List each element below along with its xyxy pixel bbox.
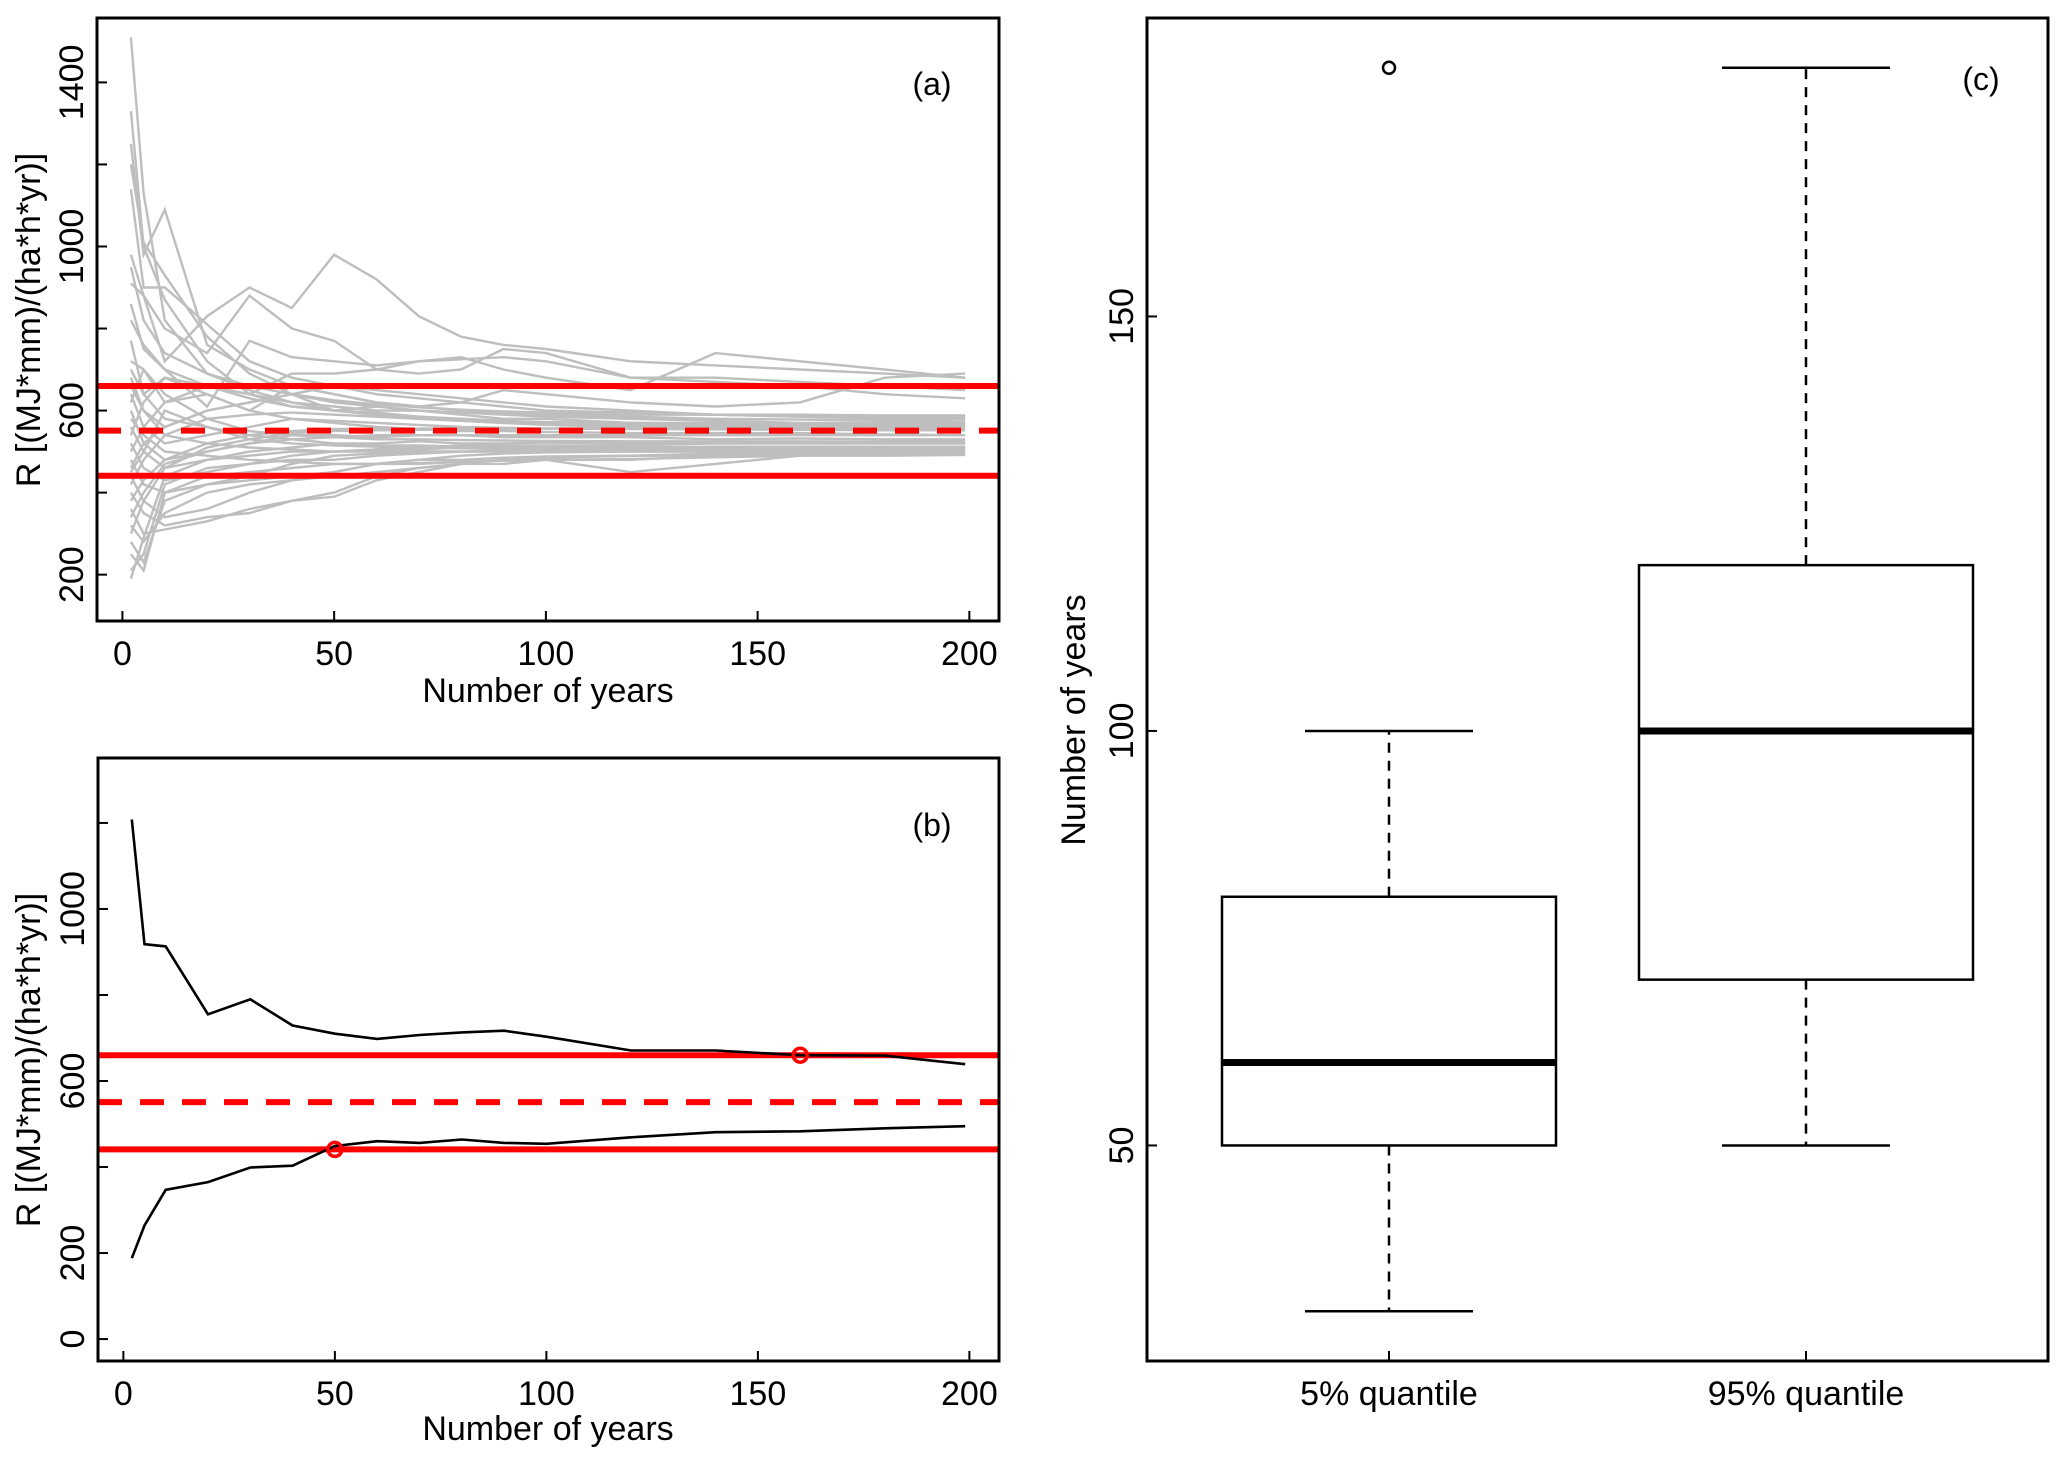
- panel-c-x-axis: 5% quantile 95% quantile: [1300, 1351, 1904, 1413]
- panel-a-series-line: [129, 452, 966, 544]
- outlier-point: [1381, 60, 1397, 75]
- panel-a-sample-lines: [129, 37, 966, 580]
- panel-a-x-tick-label: 100: [518, 635, 575, 673]
- panel-b-x-tick-label: 100: [518, 1375, 575, 1413]
- panel-b-x-tick-label: 200: [941, 1375, 998, 1413]
- panel-b-frame: [96, 756, 1001, 1363]
- panel-a-y-tick-label: 600: [53, 382, 91, 439]
- panel-a-series-line: [129, 434, 966, 518]
- panel-a: 0 50 100 150 200 200 600 1000 1400 (a) Number o…: [10, 16, 1001, 710]
- boxplot-q95: [1637, 66, 1975, 1147]
- panel-a-series-line: [129, 368, 966, 449]
- panel-b-y-tick-label: 200: [54, 1225, 92, 1282]
- panel-c-label: (c): [1962, 61, 1999, 97]
- panel-c-y-tick-label: 150: [1103, 288, 1141, 345]
- panel-b-y-tick-label: 600: [54, 1053, 92, 1110]
- panel-b-upper-envelope-line: [130, 819, 966, 1066]
- panel-a-label: (a): [912, 66, 951, 102]
- panel-a-y-tick-label: 200: [53, 546, 91, 603]
- panel-c-x-tick-label: 5% quantile: [1300, 1375, 1478, 1413]
- iqr-box: [1637, 563, 1975, 981]
- panel-b-y-tick-label: 0: [54, 1330, 92, 1349]
- panel-a-x-tick-label: 50: [315, 635, 353, 673]
- panel-b-y-tick-label: 1000: [54, 871, 92, 947]
- panel-b-envelope-lines: [130, 819, 966, 1259]
- panel-a-frame: [95, 16, 1001, 623]
- panel-a-series-line: [129, 319, 966, 427]
- panel-b-x-axis: 0 50 100 150 200: [114, 1351, 998, 1413]
- panel-a-y-title: R [(MJ*mm)/(ha*h*yr)]: [10, 153, 48, 487]
- panel-a-series-line: [129, 452, 966, 535]
- panel-a-y-tick-label: 1400: [53, 45, 91, 121]
- panel-c-y-tick-label: 100: [1103, 703, 1141, 760]
- panel-b-x-title: Number of years: [422, 1410, 673, 1448]
- panel-c: 5% quantile 95% quantile 50 100 150 (c) Num…: [1055, 16, 2050, 1413]
- panel-b-x-tick-label: 0: [114, 1375, 133, 1413]
- panel-b-markers: [326, 1046, 809, 1159]
- panel-a-reference-lines: [97, 382, 999, 479]
- panel-a-x-tick-label: 0: [113, 635, 132, 673]
- panel-a-x-axis: 0 50 100 150 200: [113, 611, 998, 673]
- panel-c-y-title: Number of years: [1055, 594, 1093, 845]
- panel-b-y-axis: 0 200 600 1000: [54, 821, 108, 1349]
- panel-a-series-line: [129, 385, 966, 453]
- panel-a-series-line: [129, 367, 966, 443]
- panel-c-y-tick-label: 50: [1103, 1127, 1141, 1165]
- panel-a-series-line: [129, 451, 966, 574]
- panel-a-series-line: [129, 143, 966, 424]
- panel-a-series-line: [129, 446, 966, 572]
- panel-a-y-axis: 200 600 1000 1400: [53, 45, 107, 603]
- panel-a-x-tick-label: 200: [941, 635, 998, 673]
- panel-a-series-line: [129, 253, 966, 379]
- panel-c-frame: [1145, 16, 2050, 1363]
- panel-b-crossing-upper-marker: [791, 1046, 809, 1064]
- panel-b-reference-lines: [98, 1052, 999, 1153]
- panel-b-y-title: R [(MJ*mm)/(ha*h*yr)]: [10, 893, 48, 1227]
- panel-a-series-line: [129, 409, 966, 473]
- panel-b: 0 50 100 150 200 0 200 600 1000 (b) Number of y…: [10, 756, 1001, 1448]
- panel-b-label: (b): [912, 807, 951, 843]
- panel-b-x-tick-label: 150: [730, 1375, 787, 1413]
- panel-b-x-tick-label: 50: [316, 1375, 354, 1413]
- boxplot-q05: [1220, 60, 1558, 1313]
- panel-a-x-title: Number of years: [422, 672, 673, 710]
- panel-b-lower-envelope-line: [130, 1124, 966, 1259]
- panel-c-boxplots: [1220, 60, 1975, 1313]
- panel-a-series-line: [130, 282, 966, 392]
- panel-b-crossing-lower-marker: [326, 1140, 344, 1159]
- iqr-box: [1220, 895, 1558, 1147]
- panel-a-series-line: [129, 110, 966, 430]
- panel-c-y-axis: 50 100 150: [1103, 288, 1157, 1164]
- panel-a-x-tick-label: 150: [729, 635, 786, 673]
- panel-c-x-tick-label: 95% quantile: [1708, 1375, 1905, 1413]
- panel-a-y-tick-label: 1000: [53, 209, 91, 285]
- panel-a-series-line: [129, 266, 966, 418]
